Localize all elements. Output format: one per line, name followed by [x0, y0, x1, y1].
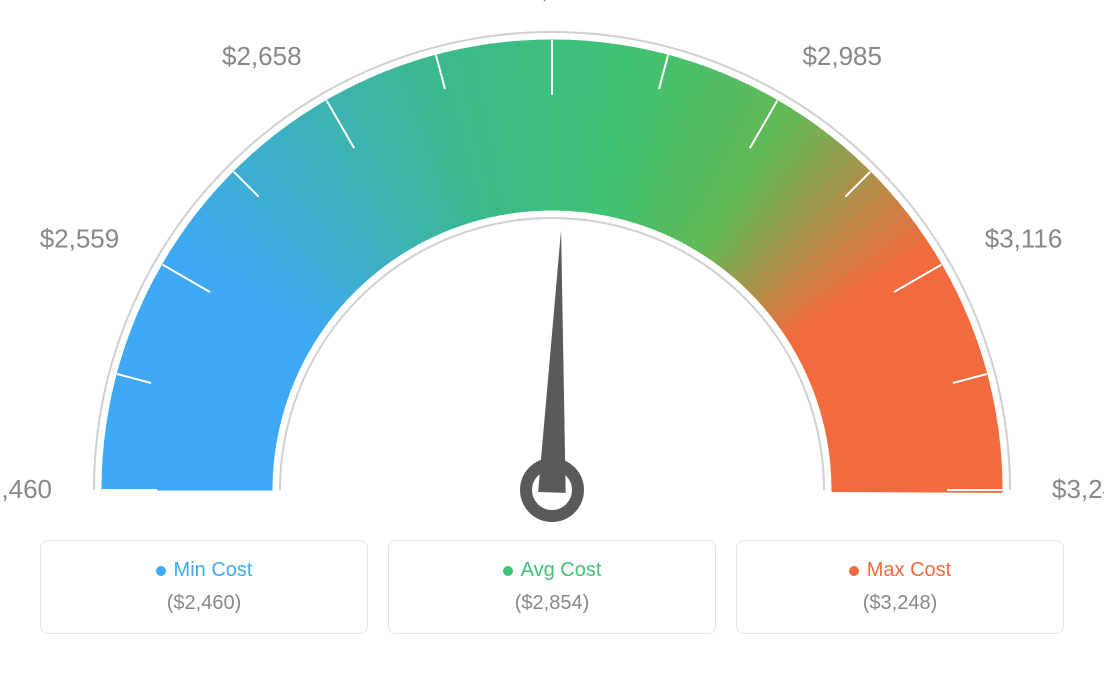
legend-min-label: Min Cost	[174, 559, 253, 582]
gauge-chart: $2,460 $2,559 $2,658 $2,854 $2,985 $3,116 $3,2…	[0, 0, 1104, 530]
svg-text:$2,658: $2,658	[222, 41, 302, 71]
legend-min-title: Min Cost	[156, 559, 253, 582]
svg-text:$3,248: $3,248	[1052, 474, 1104, 504]
legend-max-dot	[849, 566, 859, 576]
legend-max-label: Max Cost	[867, 559, 951, 582]
legend-max-box: Max Cost ($3,248)	[736, 540, 1064, 634]
svg-text:$2,854: $2,854	[512, 0, 592, 4]
legend-max-title: Max Cost	[849, 559, 951, 582]
svg-text:$2,460: $2,460	[0, 474, 52, 504]
svg-text:$2,985: $2,985	[802, 41, 882, 71]
svg-text:$3,116: $3,116	[985, 224, 1063, 254]
legend-min-box: Min Cost ($2,460)	[40, 540, 368, 634]
legend-avg-title: Avg Cost	[503, 559, 602, 582]
legend-row: Min Cost ($2,460) Avg Cost ($2,854) Max …	[0, 540, 1104, 634]
legend-avg-value: ($2,854)	[399, 592, 705, 615]
legend-avg-dot	[503, 566, 513, 576]
svg-text:$2,559: $2,559	[40, 224, 120, 254]
legend-min-dot	[156, 566, 166, 576]
legend-max-value: ($3,248)	[747, 592, 1053, 615]
legend-avg-label: Avg Cost	[521, 559, 602, 582]
gauge-svg: $2,460 $2,559 $2,658 $2,854 $2,985 $3,116 $3,2…	[0, 0, 1104, 530]
legend-min-value: ($2,460)	[51, 592, 357, 615]
legend-avg-box: Avg Cost ($2,854)	[388, 540, 716, 634]
